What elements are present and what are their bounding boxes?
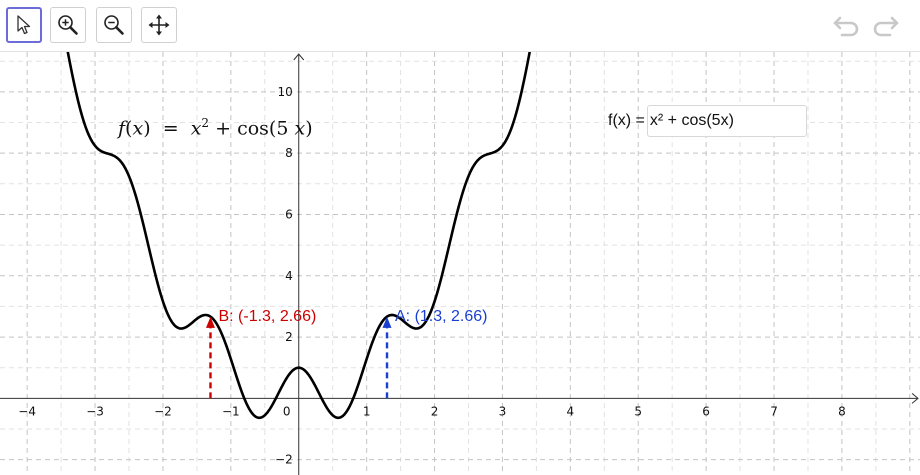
formula-cos: cos(5 <box>237 117 289 140</box>
formula-plus: + <box>215 117 232 140</box>
vector-a-arrowhead <box>382 316 392 328</box>
input-bar: f(x) = x² + cos(5x) <box>608 104 807 138</box>
undo-icon <box>833 16 859 37</box>
x-tick-label: −2 <box>154 404 172 418</box>
move-graphics-view-button[interactable] <box>141 7 177 43</box>
x-axis-arrow <box>911 392 919 404</box>
x-tick-label: 7 <box>770 404 778 418</box>
x-tick-label: 4 <box>567 404 575 418</box>
x-tick-label: 3 <box>499 404 507 418</box>
y-axis-arrow <box>293 53 305 61</box>
formula-exponent: 2 <box>201 116 210 130</box>
y-tick-label: −2 <box>275 453 293 467</box>
y-tick-label: 6 <box>285 207 293 221</box>
formula-fname: f <box>118 117 126 140</box>
point-b-label[interactable]: B: (-1.3, 2.66) <box>218 307 317 325</box>
redo-icon <box>873 16 899 37</box>
undo-button[interactable] <box>832 12 862 40</box>
toolbar <box>0 0 920 52</box>
move-tool-button[interactable] <box>6 7 42 43</box>
axes <box>0 53 919 475</box>
x-tick-label: −1 <box>222 404 240 418</box>
formula-cos-var: x <box>294 117 306 140</box>
y-tick-label: 8 <box>285 146 293 160</box>
zoom-in-icon <box>58 15 78 35</box>
grid-lines <box>0 52 920 475</box>
x-tick-label: −4 <box>18 404 36 418</box>
x-tick-label: 8 <box>838 404 846 418</box>
vector-b-arrowhead <box>205 316 215 328</box>
y-tick-label: 10 <box>277 85 292 99</box>
zoom-out-button[interactable] <box>96 7 132 43</box>
formula-eq: = <box>162 117 179 140</box>
x-tick-label: 6 <box>702 404 710 418</box>
formula-var: x <box>132 117 144 140</box>
x-tick-label: 5 <box>634 404 642 418</box>
point-a-label[interactable]: A: (1.3, 2.66) <box>395 307 488 325</box>
x-tick-labels: −4 −3 −2 −1 0 1 2 3 4 5 6 7 8 <box>18 404 845 418</box>
function-input-field[interactable]: x² + cos(5x) <box>646 105 807 137</box>
x-tick-label: 0 <box>283 404 291 418</box>
zoom-out-icon <box>104 15 124 35</box>
graphics-view[interactable]: −4 −3 −2 −1 0 1 2 3 4 5 6 7 8 10 8 6 4 2 −2 <box>0 52 920 475</box>
y-tick-label: 2 <box>285 330 293 344</box>
x-tick-label: 2 <box>431 404 439 418</box>
arrow-pointer-icon <box>17 15 31 35</box>
redo-button[interactable] <box>870 12 900 40</box>
vector-a[interactable] <box>382 316 392 399</box>
zoom-in-button[interactable] <box>50 7 86 43</box>
formula-close: ) <box>305 117 313 140</box>
y-tick-labels: 10 8 6 4 2 −2 <box>275 85 293 467</box>
formula-rhs-var: x <box>190 117 202 140</box>
vector-b[interactable] <box>205 316 215 399</box>
function-formula-text: f(x) = x2 + cos(5 x) <box>118 116 313 140</box>
input-bar-label: f(x) = <box>608 112 645 129</box>
x-tick-label: 1 <box>363 404 371 418</box>
function-curve-f[interactable] <box>60 52 538 420</box>
move-view-icon <box>148 14 170 36</box>
y-tick-label: 4 <box>285 269 293 283</box>
x-tick-label: −3 <box>86 404 104 418</box>
